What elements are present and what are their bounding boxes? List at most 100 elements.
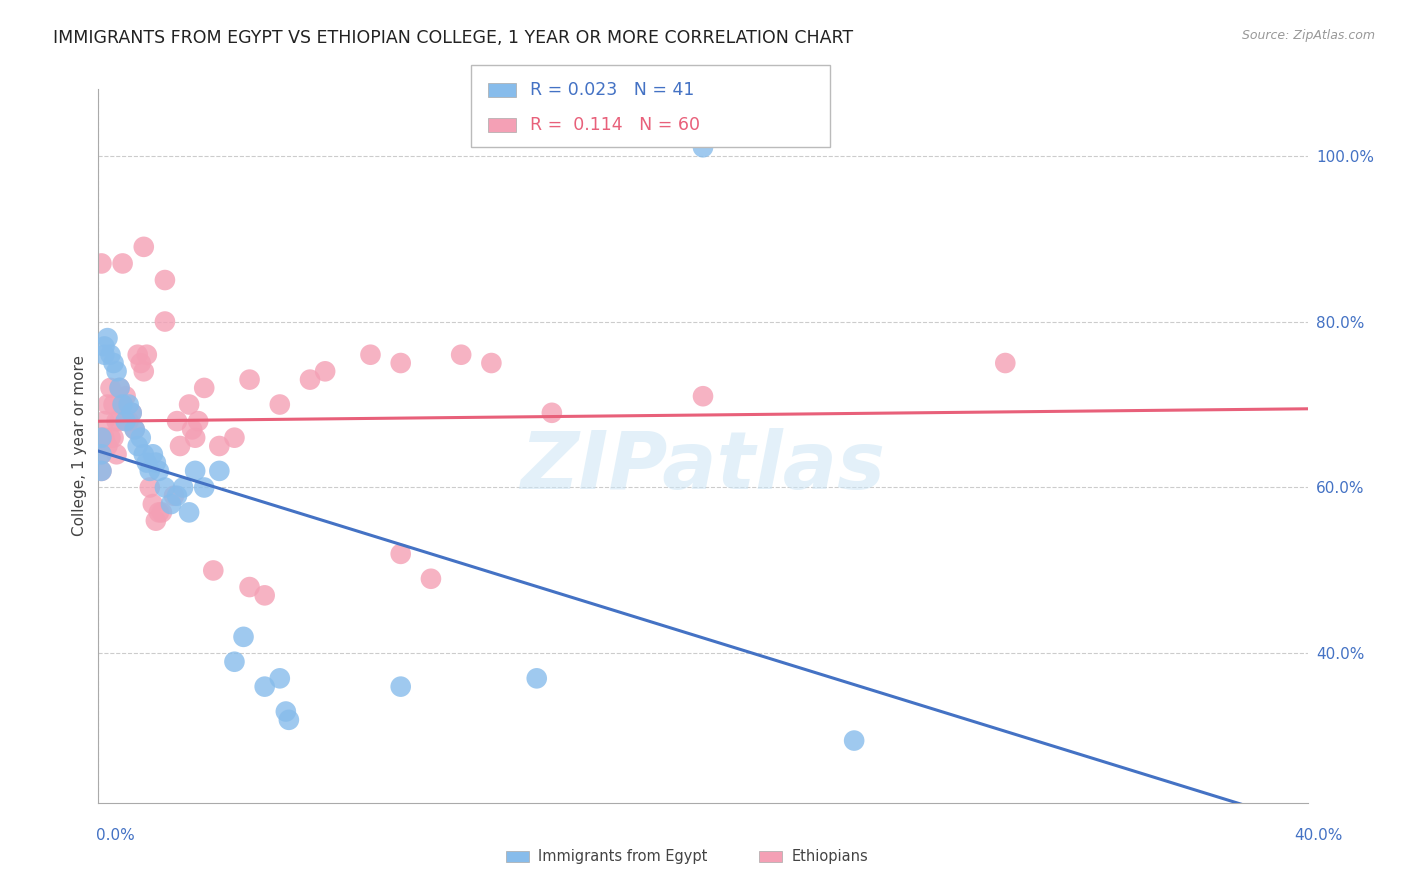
Ethiopians xyxy=(208,439,231,453)
Ethiopians xyxy=(114,389,136,403)
Ethiopians xyxy=(96,439,118,453)
Ethiopians xyxy=(132,240,155,254)
Text: 0.0%: 0.0% xyxy=(96,828,135,843)
Ethiopians xyxy=(142,497,165,511)
Ethiopians xyxy=(100,381,122,395)
Immigrants from Egypt xyxy=(90,464,112,478)
Text: Source: ZipAtlas.com: Source: ZipAtlas.com xyxy=(1241,29,1375,42)
Immigrants from Egypt xyxy=(193,481,215,495)
Ethiopians xyxy=(93,414,115,428)
Immigrants from Egypt xyxy=(389,680,412,694)
Immigrants from Egypt xyxy=(166,489,188,503)
Ethiopians xyxy=(179,397,201,411)
Ethiopians xyxy=(135,348,157,362)
Immigrants from Egypt xyxy=(90,447,112,461)
Ethiopians xyxy=(90,447,112,461)
Immigrants from Egypt xyxy=(153,481,176,495)
Ethiopians xyxy=(481,356,503,370)
Text: R = 0.023   N = 41: R = 0.023 N = 41 xyxy=(530,81,695,99)
Immigrants from Egypt xyxy=(274,705,297,719)
Immigrants from Egypt xyxy=(172,481,194,495)
Immigrants from Egypt xyxy=(121,406,143,420)
Immigrants from Egypt xyxy=(208,464,231,478)
Ethiopians xyxy=(111,256,134,270)
Ethiopians xyxy=(153,273,176,287)
Immigrants from Egypt xyxy=(96,331,118,345)
Immigrants from Egypt xyxy=(184,464,207,478)
Immigrants from Egypt xyxy=(129,431,152,445)
Immigrants from Egypt xyxy=(277,713,299,727)
Ethiopians xyxy=(93,431,115,445)
Text: 40.0%: 40.0% xyxy=(1295,828,1343,843)
Immigrants from Egypt xyxy=(103,356,125,370)
Immigrants from Egypt xyxy=(108,381,131,395)
Ethiopians xyxy=(108,414,131,428)
Ethiopians xyxy=(202,564,225,578)
Ethiopians xyxy=(90,431,112,445)
Ethiopians xyxy=(90,256,112,270)
Text: Ethiopians: Ethiopians xyxy=(792,849,869,863)
Ethiopians xyxy=(169,439,191,453)
Immigrants from Egypt xyxy=(142,447,165,461)
Immigrants from Egypt xyxy=(90,431,112,445)
Immigrants from Egypt xyxy=(224,655,246,669)
Ethiopians xyxy=(163,489,186,503)
Immigrants from Egypt xyxy=(105,364,128,378)
Ethiopians xyxy=(314,364,336,378)
Ethiopians xyxy=(108,381,131,395)
Ethiopians xyxy=(360,348,382,362)
Ethiopians xyxy=(253,588,276,602)
Immigrants from Egypt xyxy=(145,456,167,470)
Ethiopians xyxy=(145,514,167,528)
Immigrants from Egypt xyxy=(127,439,149,453)
Immigrants from Egypt xyxy=(269,671,291,685)
Ethiopians xyxy=(540,406,562,420)
Ethiopians xyxy=(994,356,1017,370)
Ethiopians xyxy=(111,397,134,411)
Ethiopians xyxy=(420,572,443,586)
Immigrants from Egypt xyxy=(232,630,254,644)
Immigrants from Egypt xyxy=(100,348,122,362)
Text: Immigrants from Egypt: Immigrants from Egypt xyxy=(538,849,707,863)
Ethiopians xyxy=(129,356,152,370)
Ethiopians xyxy=(100,431,122,445)
Ethiopians xyxy=(269,397,291,411)
Immigrants from Egypt xyxy=(253,680,276,694)
Text: ZIPatlas: ZIPatlas xyxy=(520,428,886,507)
Ethiopians xyxy=(139,481,162,495)
Ethiopians xyxy=(150,505,173,519)
Ethiopians xyxy=(389,547,412,561)
Ethiopians xyxy=(127,348,149,362)
Ethiopians xyxy=(103,431,125,445)
Immigrants from Egypt xyxy=(118,397,141,411)
Immigrants from Egypt xyxy=(160,497,183,511)
Immigrants from Egypt xyxy=(148,464,170,478)
Ethiopians xyxy=(239,580,262,594)
Ethiopians xyxy=(132,364,155,378)
Ethiopians xyxy=(692,389,714,403)
Ethiopians xyxy=(124,422,146,436)
Ethiopians xyxy=(90,464,112,478)
Immigrants from Egypt xyxy=(844,733,866,747)
Text: IMMIGRANTS FROM EGYPT VS ETHIOPIAN COLLEGE, 1 YEAR OR MORE CORRELATION CHART: IMMIGRANTS FROM EGYPT VS ETHIOPIAN COLLE… xyxy=(53,29,853,46)
Text: R =  0.114   N = 60: R = 0.114 N = 60 xyxy=(530,116,700,134)
Ethiopians xyxy=(299,373,322,387)
Ethiopians xyxy=(153,314,176,328)
Immigrants from Egypt xyxy=(93,348,115,362)
Immigrants from Egypt xyxy=(132,447,155,461)
Ethiopians xyxy=(187,414,209,428)
Ethiopians xyxy=(105,447,128,461)
Ethiopians xyxy=(389,356,412,370)
Ethiopians xyxy=(193,381,215,395)
Ethiopians xyxy=(181,422,204,436)
Y-axis label: College, 1 year or more: College, 1 year or more xyxy=(72,356,87,536)
Ethiopians xyxy=(118,414,141,428)
Ethiopians xyxy=(224,431,246,445)
Immigrants from Egypt xyxy=(179,505,201,519)
Ethiopians xyxy=(121,406,143,420)
Immigrants from Egypt xyxy=(111,397,134,411)
Ethiopians xyxy=(96,397,118,411)
Ethiopians xyxy=(239,373,262,387)
Immigrants from Egypt xyxy=(124,422,146,436)
Immigrants from Egypt xyxy=(114,414,136,428)
